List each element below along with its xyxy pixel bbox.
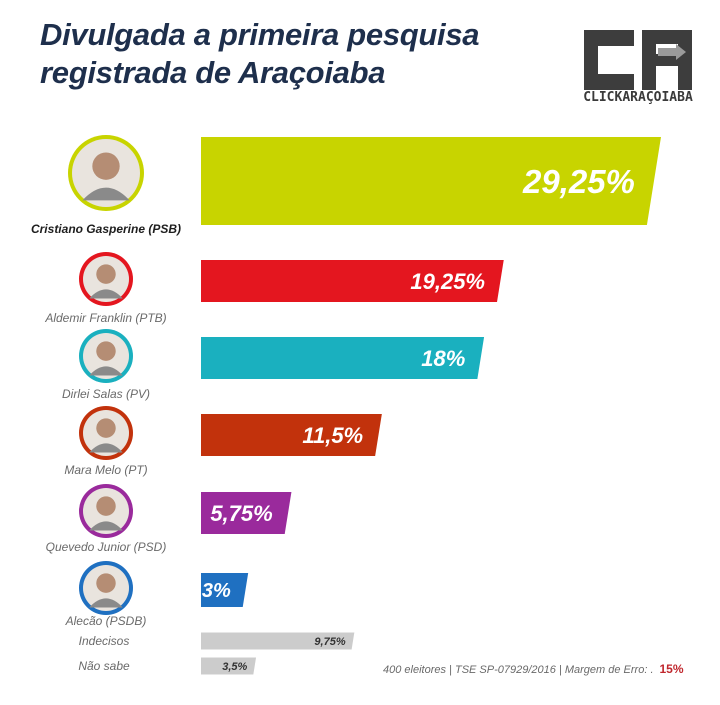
title-line-1: Divulgada a primeira pesquisa xyxy=(40,17,480,52)
category-label-3: Dirlei Salas (PV) xyxy=(62,387,150,401)
category-label-1: Cristiano Gasperine (PSB) xyxy=(31,222,181,236)
category-label-4: Mara Melo (PT) xyxy=(64,463,147,477)
category-label-5: Quevedo Junior (PSD) xyxy=(46,540,167,554)
avatar-face-icon-4 xyxy=(96,418,116,438)
bar-2 xyxy=(201,260,504,302)
logo-c-shape xyxy=(584,30,634,90)
logo-arrow-icon xyxy=(658,44,686,60)
avatar-body-icon-1 xyxy=(82,187,130,201)
avatar-body-icon-6 xyxy=(89,598,123,608)
logo-text: CLICKARAÇOIABA xyxy=(583,90,693,105)
bar-7 xyxy=(201,632,355,650)
data-label-7: 9,75% xyxy=(314,636,345,648)
footer-margin-label: Margem de Erro: . xyxy=(564,664,654,676)
bar-4 xyxy=(201,414,382,456)
avatar-body-icon-5 xyxy=(89,521,123,531)
avatar-face-icon-1 xyxy=(92,152,120,180)
category-label-6: Alecão (PSDB) xyxy=(65,614,147,628)
footer-tse: TSE SP-07929/2016 | xyxy=(454,664,562,676)
category-label-7: Indecisos xyxy=(79,634,130,648)
category-label-8: Não sabe xyxy=(78,659,130,673)
avatar-body-icon-2 xyxy=(89,289,123,299)
page-title: Divulgada a primeira pesquisa registrada… xyxy=(40,16,580,92)
data-label-2: 19,25% xyxy=(410,269,485,294)
category-label-2: Aldemir Franklin (PTB) xyxy=(44,311,166,325)
data-label-1: 29,25% xyxy=(522,163,635,200)
footer-sample: 400 eleitores | xyxy=(383,664,452,676)
bar-1 xyxy=(201,137,661,225)
avatar-face-icon-3 xyxy=(96,341,116,361)
bar-8 xyxy=(201,657,257,675)
avatar-face-icon-6 xyxy=(96,573,116,593)
footer-note: 400 eleitores | TSE SP-07929/2016 | Marg… xyxy=(383,662,684,676)
avatar-face-icon-5 xyxy=(96,496,116,516)
data-label-5: 5,75% xyxy=(210,501,272,526)
avatar-body-icon-3 xyxy=(89,366,123,376)
logo-a-shape xyxy=(642,30,692,90)
title-line-2: registrada de Araçoiaba xyxy=(40,55,386,90)
bar-3 xyxy=(201,337,485,379)
footer-margin-value: 15% xyxy=(659,662,684,676)
logo xyxy=(584,30,692,90)
data-label-6: 3% xyxy=(202,580,231,602)
bar-6 xyxy=(201,573,249,607)
bar-5 xyxy=(201,492,292,534)
avatar-face-icon-2 xyxy=(96,264,116,284)
data-label-3: 18% xyxy=(421,346,465,371)
data-label-4: 11,5% xyxy=(302,423,363,448)
avatar-body-icon-4 xyxy=(89,443,123,453)
data-label-8: 3,5% xyxy=(222,661,247,673)
